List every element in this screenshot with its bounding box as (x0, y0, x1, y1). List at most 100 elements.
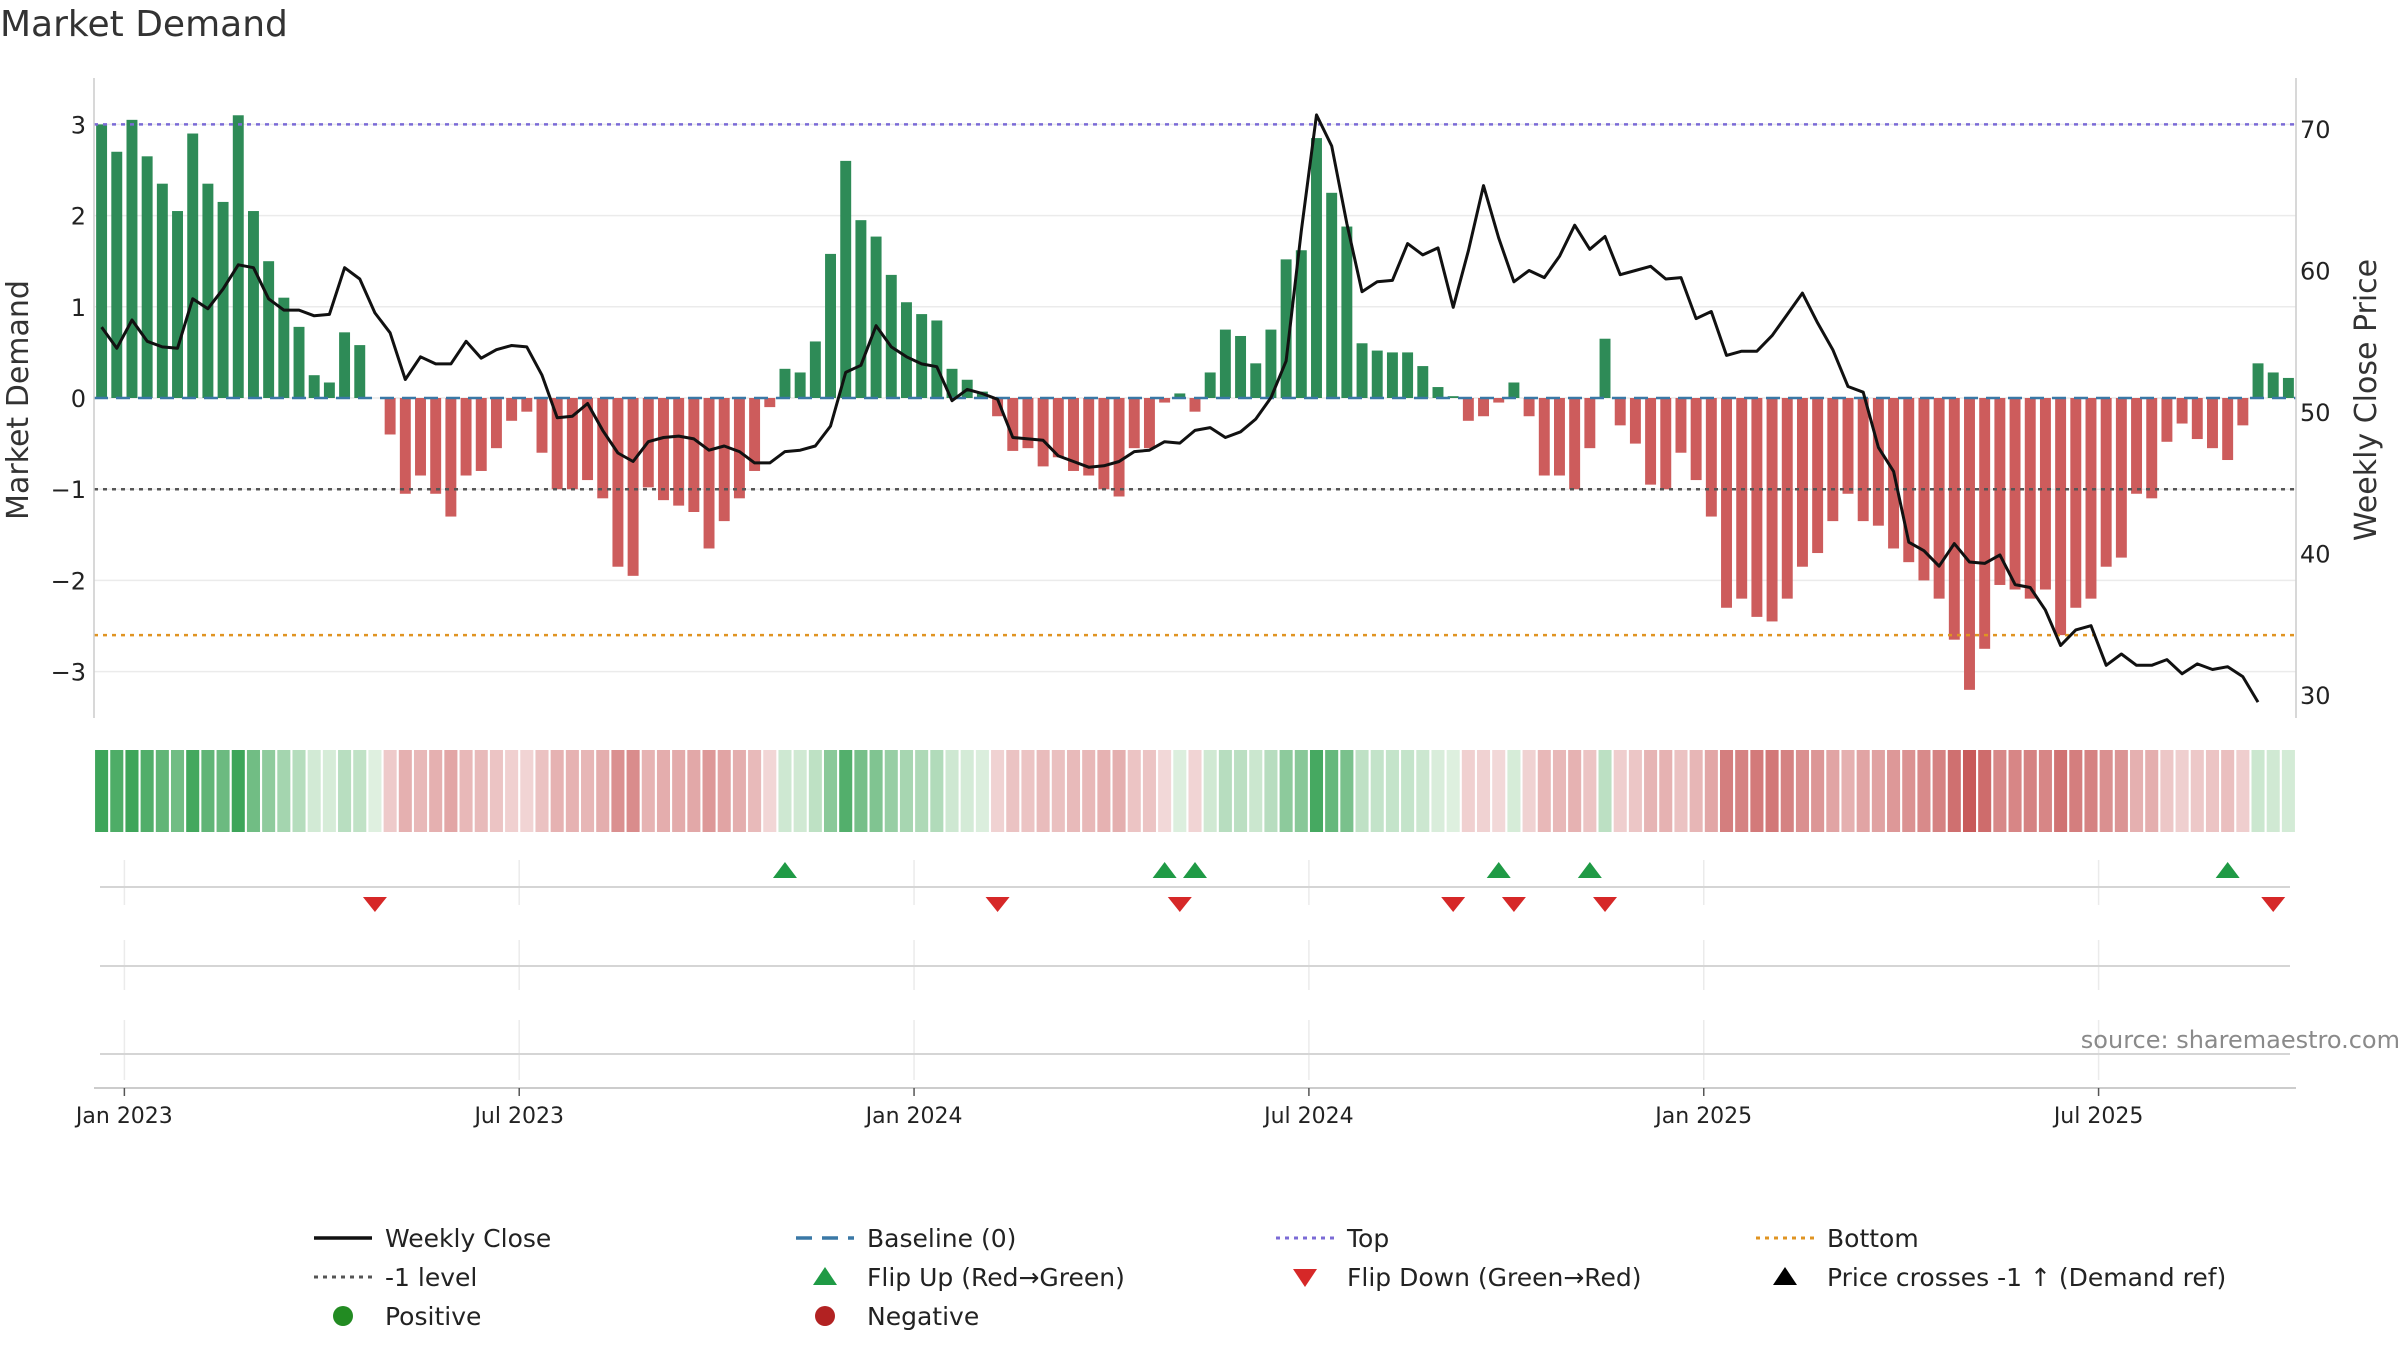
demand-heat-cell (2130, 750, 2144, 832)
legend-label: Baseline (0) (867, 1224, 1016, 1253)
flip-up-marker (1183, 862, 1207, 878)
demand-bar (946, 368, 958, 398)
legend-item: Bottom (1756, 1224, 1919, 1253)
demand-heat-cell (1461, 750, 1475, 832)
demand-bar (460, 398, 472, 476)
legend-label: Bottom (1827, 1224, 1919, 1253)
demand-bar (2161, 398, 2173, 442)
demand-heat-cell (702, 750, 716, 832)
demand-bar (749, 398, 761, 471)
demand-heat-cell (2236, 750, 2250, 832)
demand-bar (2176, 398, 2188, 424)
demand-heat-cell (216, 750, 230, 832)
legend-item: Flip Up (Red→Green) (813, 1263, 1125, 1292)
demand-bar (293, 326, 305, 398)
demand-heat-cell (1871, 750, 1885, 832)
legend-swatch-dot (815, 1306, 835, 1326)
demand-heat-cell (1234, 750, 1248, 832)
demand-bar (1554, 398, 1565, 476)
demand-bar (1235, 335, 1247, 398)
demand-heat-cell (1477, 750, 1491, 832)
demand-bar (1538, 398, 1550, 476)
demand-bar (1766, 398, 1778, 622)
demand-bar (1842, 398, 1854, 494)
x-tick-label: Jan 2024 (864, 1104, 963, 1129)
legend-item: Top (1276, 1224, 1389, 1253)
demand-bar (1827, 398, 1839, 522)
legend-item: Price crosses -1 ↑ (Demand ref) (1773, 1263, 2226, 1292)
demand-bar (1447, 396, 1459, 398)
flip-up-marker (772, 862, 797, 878)
demand-heat-cell (596, 750, 610, 832)
y-left-tick-label: 2 (71, 203, 86, 231)
demand-heat-cell (1947, 750, 1961, 832)
demand-heat-cell (839, 750, 853, 832)
demand-heat-cell (2251, 750, 2265, 832)
demand-bar (1751, 398, 1763, 617)
demand-bar (1280, 259, 1292, 398)
y-right-tick-label: 70 (2300, 116, 2331, 144)
demand-bar (354, 345, 366, 398)
demand-bar (1705, 398, 1717, 517)
demand-heat-cell (474, 750, 488, 832)
demand-bar (2237, 398, 2249, 426)
demand-bar (308, 375, 320, 398)
demand-bar (1675, 398, 1687, 453)
demand-bar (1356, 343, 1368, 398)
demand-heat-cell (1264, 750, 1278, 832)
demand-bar (1903, 398, 1915, 563)
demand-bar (2070, 398, 2082, 608)
demand-bar (1402, 352, 1414, 398)
demand-bar (870, 236, 882, 398)
y-left-tick-label: −1 (51, 476, 86, 504)
demand-heat-cell (520, 750, 534, 832)
demand-bar (1796, 398, 1808, 567)
demand-heat-cell (991, 750, 1005, 832)
demand-bar (1584, 398, 1596, 449)
demand-heat-cell (1704, 750, 1718, 832)
x-tick-label: Jul 2023 (472, 1104, 564, 1129)
demand-bar (1523, 398, 1535, 417)
demand-heat-cell (2145, 750, 2159, 832)
demand-heat-cell (1097, 750, 1111, 832)
demand-heat-cell (824, 750, 838, 832)
demand-bar (141, 156, 153, 398)
demand-heat-cell (581, 750, 595, 832)
demand-heat-cell (1325, 750, 1339, 832)
demand-heat-cell (778, 750, 792, 832)
y-right-tick-label: 60 (2300, 258, 2331, 286)
flip-down-marker (1593, 897, 1618, 912)
demand-bar (1964, 398, 1975, 690)
demand-heat-cell (1218, 750, 1232, 832)
demand-bar (992, 398, 1004, 417)
demand-heat-cell (505, 750, 519, 832)
demand-bar (1068, 398, 1079, 471)
demand-heat-cell (672, 750, 686, 832)
demand-heat-cell (626, 750, 640, 832)
demand-heat-cell (641, 750, 655, 832)
demand-bar (1311, 138, 1322, 398)
demand-heat-cell (1021, 750, 1035, 832)
legend-item: -1 level (314, 1263, 477, 1292)
demand-bars (96, 115, 2294, 690)
demand-bar (1721, 398, 1732, 608)
demand-bar (1341, 226, 1353, 398)
legend-item: Positive (333, 1302, 481, 1331)
y-left-axis-title: Market Demand (1, 280, 36, 520)
demand-heat-cell (2190, 750, 2204, 832)
demand-heat-cell (1932, 750, 1946, 832)
demand-heat-cell (1188, 750, 1202, 832)
demand-bar (673, 398, 685, 506)
demand-heat-cell (854, 750, 868, 832)
demand-heat-cell (656, 750, 671, 832)
demand-heat-cell (960, 750, 974, 832)
demand-heat-cell (1765, 750, 1779, 832)
demand-heat-cell (550, 750, 564, 832)
y-left-tick-label: 1 (71, 294, 86, 322)
demand-bar (688, 398, 700, 512)
demand-bar (1569, 398, 1581, 490)
x-tick-label: Jul 2025 (2052, 1104, 2144, 1129)
demand-bar (1083, 398, 1095, 476)
demand-heat-cell (398, 750, 412, 832)
demand-heat-cell (1112, 750, 1126, 832)
